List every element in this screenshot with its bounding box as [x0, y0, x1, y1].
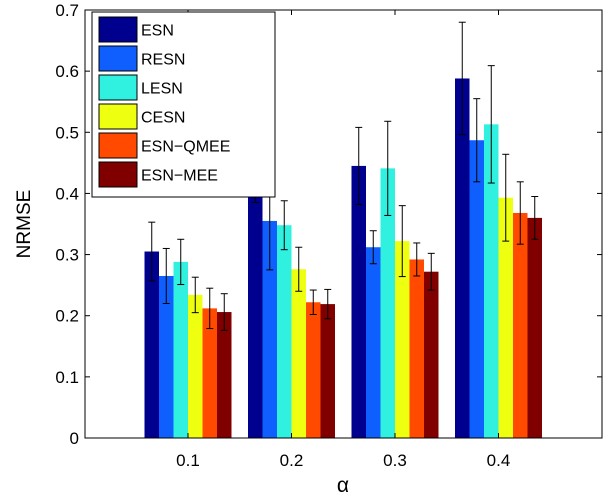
legend-label: ESN [141, 23, 174, 40]
bar-resn-0.3 [366, 247, 381, 438]
bar-lesn-0.1 [174, 262, 189, 438]
y-tick-label: 0.2 [55, 307, 79, 326]
legend-swatch [99, 133, 137, 158]
x-tick-label: 0.1 [176, 451, 200, 470]
bar-esn-mee-0.3 [424, 272, 439, 438]
legend-swatch [99, 17, 137, 42]
legend-label: RESN [141, 52, 185, 69]
legend-label: LESN [141, 81, 183, 98]
y-tick-label: 0.6 [55, 62, 79, 81]
legend-swatch [99, 162, 137, 187]
bar-esn-qmee-0.2 [306, 302, 321, 438]
bar-esn-mee-0.4 [528, 218, 543, 438]
bar-cesn-0.1 [188, 295, 203, 438]
y-tick-label: 0.3 [55, 246, 79, 265]
bar-resn-0.4 [470, 140, 485, 438]
y-tick-label: 0.1 [55, 368, 79, 387]
bar-esn-qmee-0.4 [513, 213, 528, 438]
y-tick-label: 0.7 [55, 1, 79, 20]
legend-label: ESN−MEE [141, 168, 218, 185]
y-tick-label: 0 [70, 429, 79, 448]
bar-esn-0.2 [248, 166, 263, 438]
legend: ESN RESN LESN CESN ESN−QMEE ESN−MEE [92, 12, 275, 197]
bar-esn-qmee-0.3 [410, 259, 425, 438]
y-tick-label: 0.5 [55, 123, 79, 142]
bar-lesn-0.2 [277, 225, 292, 438]
x-axis-label: α [337, 474, 349, 495]
bar-esn-mee-0.2 [321, 304, 336, 438]
y-axis-label: NRMSE [14, 190, 35, 259]
x-tick-label: 0.3 [383, 451, 407, 470]
x-tick-label: 0.2 [280, 451, 304, 470]
bar-esn-0.3 [352, 166, 367, 438]
y-tick-label: 0.4 [55, 184, 79, 203]
bar-esn-mee-0.1 [217, 312, 232, 438]
legend-swatch [99, 75, 137, 100]
bar-cesn-0.2 [292, 269, 307, 438]
legend-swatch [99, 46, 137, 71]
legend-label: ESN−QMEE [141, 139, 230, 156]
legend-label: CESN [141, 110, 185, 127]
x-tick-label: 0.4 [487, 451, 511, 470]
legend-swatch [99, 104, 137, 129]
